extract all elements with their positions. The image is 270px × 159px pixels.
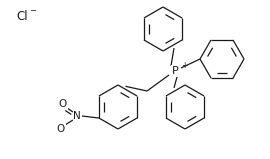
- Text: O: O: [59, 99, 67, 109]
- Text: −: −: [29, 7, 36, 15]
- Text: P: P: [172, 66, 178, 76]
- Text: Cl: Cl: [16, 10, 28, 23]
- Text: N: N: [73, 111, 81, 121]
- Text: O: O: [57, 124, 65, 134]
- Text: +: +: [181, 61, 187, 69]
